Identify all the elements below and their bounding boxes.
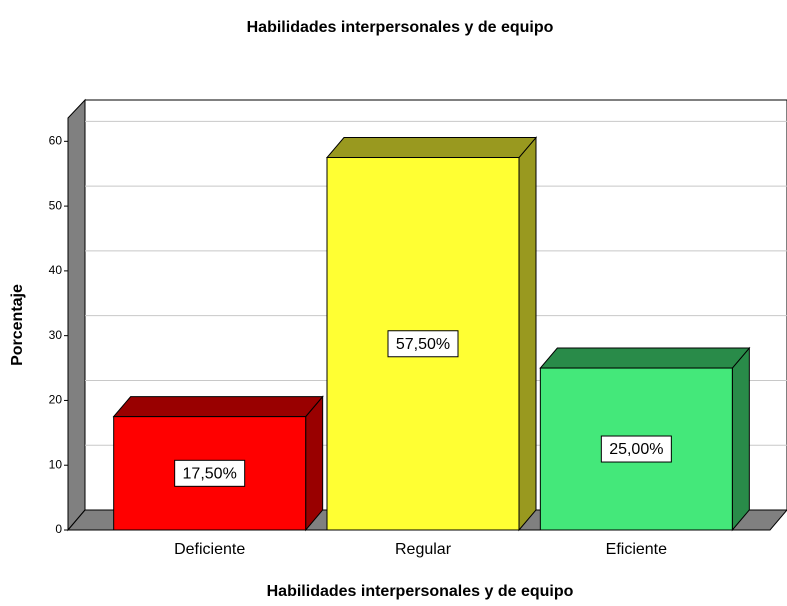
value-label: 57,50%: [396, 336, 450, 353]
value-label: 25,00%: [609, 441, 663, 458]
value-label: 17,50%: [183, 466, 237, 483]
y-tick-label: 60: [49, 133, 63, 147]
y-tick-label: 50: [49, 198, 63, 212]
left-wall: [67, 98, 86, 532]
y-tick-label: 40: [49, 263, 63, 277]
value-label-box: [600, 435, 672, 463]
y-tick-label: 20: [49, 393, 63, 407]
bar-side: [518, 136, 537, 532]
value-label-box: [174, 459, 246, 487]
x-tick-label: Eficiente: [606, 541, 667, 558]
chart-title: Habilidades interpersonales y de equipo: [247, 19, 554, 36]
x-tick-label: Deficiente: [174, 541, 245, 558]
y-tick-label: 10: [49, 457, 63, 471]
bar-top: [325, 137, 538, 159]
bar-side: [305, 395, 324, 532]
bar-top: [112, 396, 324, 418]
y-tick-label: 0: [55, 522, 62, 536]
x-tick-label: Regular: [395, 541, 452, 558]
bar-side: [731, 346, 750, 532]
value-label-box: [387, 330, 459, 358]
x-axis-label: Habilidades interpersonales y de equipo: [267, 583, 574, 600]
y-tick-label: 30: [49, 328, 63, 342]
y-axis-label: Porcentaje: [9, 284, 26, 366]
bar-top: [539, 347, 751, 369]
